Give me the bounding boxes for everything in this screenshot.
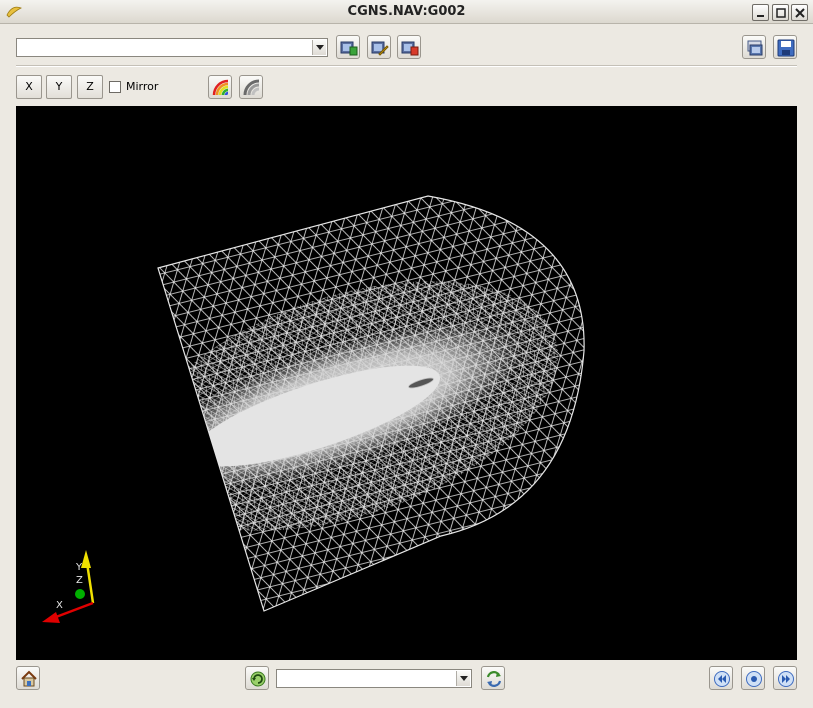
axis-x-label: X (56, 600, 63, 611)
mirror-label: Mirror (126, 80, 159, 93)
maximize-icon (776, 8, 786, 18)
body-object (408, 377, 434, 389)
rewind-button[interactable] (709, 666, 733, 690)
add-view-button[interactable] (336, 35, 360, 59)
save-icon (777, 39, 795, 57)
edit-view-icon (371, 41, 389, 56)
mesh-render: Y Z X (42, 195, 585, 623)
refresh-icon (250, 671, 266, 687)
title-bar[interactable]: CGNS.NAV:G002 (0, 0, 813, 24)
home-view-button[interactable] (16, 666, 40, 690)
surface-icon (243, 79, 260, 96)
close-button[interactable] (791, 4, 808, 21)
add-view-icon (340, 41, 358, 56)
home-icon (21, 670, 37, 687)
family-selector[interactable] (276, 669, 472, 688)
minimize-button[interactable] (752, 4, 769, 21)
stop-button[interactable] (741, 666, 765, 690)
cycle-icon (486, 671, 502, 687)
surface-button[interactable] (239, 75, 263, 99)
mesh-body (158, 196, 585, 611)
chevron-down-icon (460, 676, 468, 681)
app-feather-icon (6, 5, 22, 19)
view-axis-y-button[interactable]: Y (46, 75, 72, 99)
toolbar-separator (16, 65, 797, 67)
minimize-icon (757, 15, 764, 17)
remove-view-icon (401, 41, 419, 56)
view-axis-x-button[interactable]: X (16, 75, 42, 99)
stop-icon (746, 671, 762, 687)
view-axis-z-button[interactable]: Z (77, 75, 103, 99)
save-button[interactable] (773, 35, 797, 59)
orientation-axes-widget: Y Z X (42, 550, 95, 623)
rewind-icon (714, 671, 730, 687)
maximize-button[interactable] (772, 4, 789, 21)
window-title: CGNS.NAV:G002 (347, 4, 466, 19)
snapshot-icon (747, 40, 763, 56)
edit-view-button[interactable] (367, 35, 391, 59)
refresh-button[interactable] (245, 666, 269, 690)
remove-view-button[interactable] (397, 35, 421, 59)
mirror-checkbox[interactable] (109, 81, 121, 93)
view-selector-arrow[interactable] (312, 40, 326, 55)
mesh-3d-viewport[interactable]: Y Z X (16, 106, 797, 660)
view-selector[interactable] (16, 38, 328, 57)
cycle-button[interactable] (481, 666, 505, 690)
snapshot-button[interactable] (742, 35, 766, 59)
colormap-icon (212, 79, 229, 96)
forward-icon (778, 671, 794, 687)
colormap-button[interactable] (208, 75, 232, 99)
mesh-outline (157, 195, 585, 612)
forward-button[interactable] (773, 666, 797, 690)
close-icon (795, 8, 805, 18)
chevron-down-icon (316, 45, 324, 50)
axis-z-label: Z (76, 575, 83, 586)
axis-y-label: Y (75, 562, 83, 573)
family-selector-arrow[interactable] (456, 671, 470, 686)
